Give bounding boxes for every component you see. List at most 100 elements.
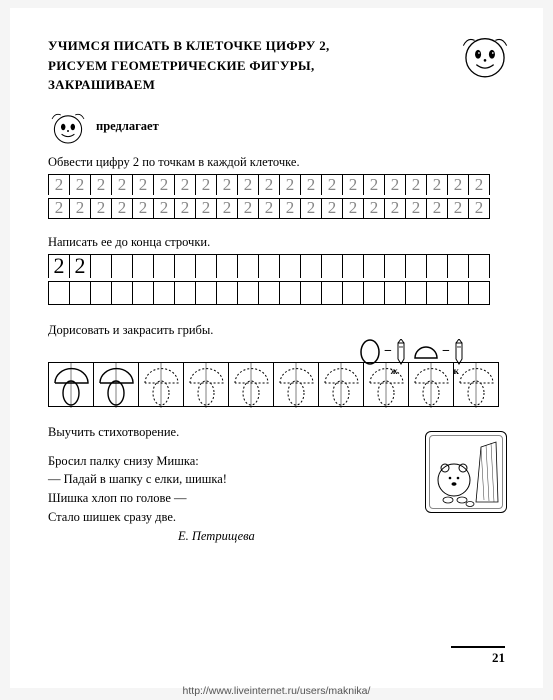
grid-row (48, 281, 505, 305)
grid-cell: 2 (133, 174, 154, 195)
grid-cell (196, 281, 217, 305)
smiling-face-icon (459, 30, 511, 82)
grid-cell: 2 (217, 198, 238, 219)
grid-cell: 2 (217, 174, 238, 195)
traced-digit: 2 (76, 175, 85, 195)
traced-digit: 2 (370, 198, 379, 218)
grid-cell: 2 (364, 174, 385, 195)
worksheet-page: УЧИМСЯ ПИСАТЬ В КЛЕТОЧКЕ ЦИФРУ 2, РИСУЕМ… (10, 8, 543, 688)
traced-digit: 2 (97, 175, 106, 195)
grid-cell: 2 (343, 198, 364, 219)
title-block: УЧИМСЯ ПИСАТЬ В КЛЕТОЧКЕ ЦИФРУ 2, РИСУЕМ… (48, 36, 505, 95)
mushroom-cell (274, 362, 319, 407)
mushroom-cell (364, 362, 409, 407)
traced-digit: 2 (286, 198, 295, 218)
grid-cell (175, 254, 196, 278)
traced-digit: 2 (202, 175, 211, 195)
sample-digit: 2 (54, 253, 65, 279)
grid-row: 222222222222222222222 (48, 198, 505, 219)
traced-digit: 2 (55, 175, 64, 195)
traced-digit: 2 (244, 198, 253, 218)
mushroom-cell (184, 362, 229, 407)
grid-cell: 2 (112, 198, 133, 219)
traced-digit: 2 (370, 175, 379, 195)
traced-digit: 2 (202, 198, 211, 218)
task3-instruction: Дорисовать и закрасить грибы. (48, 323, 505, 338)
traced-digit: 2 (286, 175, 295, 195)
task2-instruction: Написать ее до конца строчки. (48, 235, 505, 250)
grid-cell: 2 (91, 198, 112, 219)
grid-cell: 2 (196, 174, 217, 195)
traced-digit: 2 (391, 198, 400, 218)
grid-cell (385, 254, 406, 278)
grid-cell: 2 (238, 174, 259, 195)
grid-cell: 2 (70, 254, 91, 278)
grid-cell: 2 (406, 174, 427, 195)
grid-cell (427, 281, 448, 305)
grid-cell (301, 281, 322, 305)
grid-cell: 2 (175, 198, 196, 219)
traced-digit: 2 (181, 175, 190, 195)
mushroom-cell (319, 362, 364, 407)
task4-poem-block: Выучить стихотворение. Бросил палку сниз… (48, 425, 505, 544)
traced-digit: 2 (475, 198, 484, 218)
grid-cell: 2 (280, 198, 301, 219)
mushroom-cell (409, 362, 454, 407)
mushroom-cell (94, 362, 139, 407)
grid-cell: 2 (196, 198, 217, 219)
grid-cell: 2 (238, 198, 259, 219)
grid-cell: 2 (154, 174, 175, 195)
grid-cell (469, 254, 490, 278)
grid-cell (91, 254, 112, 278)
traced-digit: 2 (433, 198, 442, 218)
title-line-1: УЧИМСЯ ПИСАТЬ В КЛЕТОЧКЕ ЦИФРУ 2, (48, 36, 505, 56)
grid-cell (49, 281, 70, 305)
traced-digit: 2 (160, 198, 169, 218)
grid-cell (280, 254, 301, 278)
grid-cell: 2 (259, 174, 280, 195)
grid-cell: 2 (427, 174, 448, 195)
traced-digit: 2 (391, 175, 400, 195)
grid-cell (385, 281, 406, 305)
grid-cell (91, 281, 112, 305)
mushroom-cell (49, 362, 94, 407)
grid-cell: 2 (364, 198, 385, 219)
traced-digit: 2 (118, 175, 127, 195)
traced-digit: 2 (328, 175, 337, 195)
grid-cell: 2 (301, 174, 322, 195)
sample-digit: 2 (75, 253, 86, 279)
task3-grid (48, 362, 505, 407)
mushroom-cell (139, 362, 184, 407)
proposes-label: предлагает (96, 119, 159, 134)
grid-cell (280, 281, 301, 305)
grid-cell (406, 254, 427, 278)
bear-illustration (425, 431, 507, 513)
grid-cell (301, 254, 322, 278)
grid-cell: 2 (70, 198, 91, 219)
grid-cell (238, 254, 259, 278)
task2-grid: 22 (48, 254, 505, 305)
traced-digit: 2 (265, 175, 274, 195)
grid-cell: 2 (280, 174, 301, 195)
traced-digit: 2 (307, 175, 316, 195)
traced-digit: 2 (139, 198, 148, 218)
mushroom-cell (229, 362, 274, 407)
grid-cell: 2 (385, 174, 406, 195)
grid-row: 22 (48, 254, 505, 278)
grid-cell (259, 281, 280, 305)
grid-cell: 2 (448, 174, 469, 195)
traced-digit: 2 (412, 175, 421, 195)
grid-cell (217, 281, 238, 305)
grid-cell (469, 281, 490, 305)
grid-cell: 2 (112, 174, 133, 195)
grid-cell (238, 281, 259, 305)
grid-cell (154, 281, 175, 305)
traced-digit: 2 (454, 198, 463, 218)
grid-cell: 2 (49, 254, 70, 278)
grid-cell (322, 281, 343, 305)
grid-cell (406, 281, 427, 305)
traced-digit: 2 (76, 198, 85, 218)
grid-cell: 2 (406, 198, 427, 219)
grid-cell (217, 254, 238, 278)
grid-cell: 2 (469, 198, 490, 219)
